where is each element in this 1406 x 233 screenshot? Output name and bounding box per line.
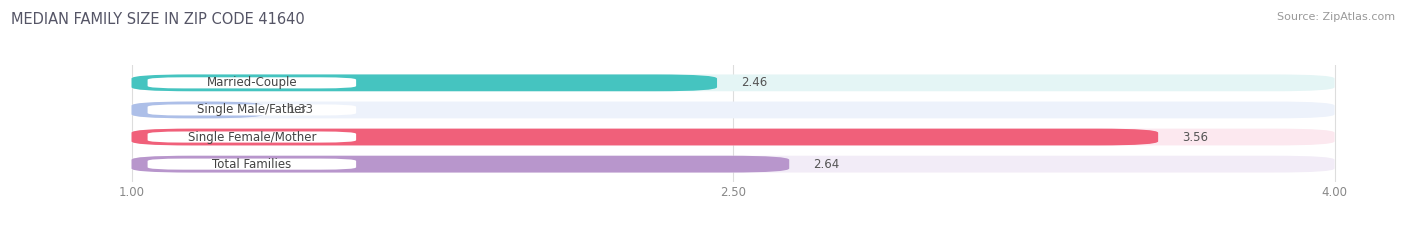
FancyBboxPatch shape bbox=[132, 75, 1334, 91]
FancyBboxPatch shape bbox=[132, 156, 789, 172]
Text: MEDIAN FAMILY SIZE IN ZIP CODE 41640: MEDIAN FAMILY SIZE IN ZIP CODE 41640 bbox=[11, 12, 305, 27]
Text: Total Families: Total Families bbox=[212, 158, 291, 171]
Text: 2.46: 2.46 bbox=[741, 76, 768, 89]
Text: 1.33: 1.33 bbox=[288, 103, 314, 116]
FancyBboxPatch shape bbox=[132, 129, 1159, 145]
Text: 3.56: 3.56 bbox=[1182, 130, 1208, 144]
FancyBboxPatch shape bbox=[148, 104, 356, 116]
FancyBboxPatch shape bbox=[132, 156, 1334, 172]
FancyBboxPatch shape bbox=[148, 159, 356, 170]
FancyBboxPatch shape bbox=[132, 102, 264, 118]
FancyBboxPatch shape bbox=[132, 75, 717, 91]
FancyBboxPatch shape bbox=[132, 102, 1334, 118]
Text: Married-Couple: Married-Couple bbox=[207, 76, 297, 89]
Text: 2.64: 2.64 bbox=[813, 158, 839, 171]
FancyBboxPatch shape bbox=[148, 131, 356, 143]
FancyBboxPatch shape bbox=[148, 77, 356, 88]
FancyBboxPatch shape bbox=[132, 129, 1334, 145]
Text: Source: ZipAtlas.com: Source: ZipAtlas.com bbox=[1277, 12, 1395, 22]
Text: Single Female/Mother: Single Female/Mother bbox=[187, 130, 316, 144]
Text: Single Male/Father: Single Male/Father bbox=[197, 103, 307, 116]
